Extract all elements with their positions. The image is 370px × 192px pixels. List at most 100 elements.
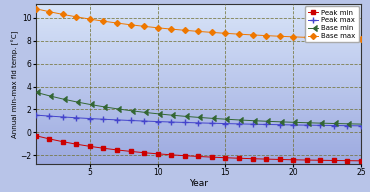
Base min	[318, 122, 323, 124]
Peak min	[101, 147, 106, 149]
Base min	[291, 121, 296, 123]
Base max	[128, 24, 133, 26]
Peak min	[345, 160, 350, 162]
Base max	[34, 8, 38, 10]
Base min	[169, 114, 174, 116]
Base max	[196, 30, 201, 33]
Peak min	[359, 160, 363, 162]
Peak max	[182, 121, 187, 124]
Base min	[332, 122, 336, 125]
Base min	[142, 111, 147, 113]
Base min	[88, 103, 92, 106]
Peak max	[34, 114, 38, 116]
Peak min	[88, 145, 92, 147]
Base max	[318, 37, 323, 39]
Base max	[115, 22, 119, 24]
Peak max	[345, 125, 350, 127]
Peak max	[142, 120, 147, 122]
Peak max	[169, 121, 174, 123]
Peak min	[305, 159, 309, 161]
Peak min	[182, 155, 187, 157]
Peak min	[115, 149, 119, 151]
Peak min	[223, 157, 228, 159]
Base min	[128, 109, 133, 112]
Base max	[182, 29, 187, 31]
Peak max	[278, 123, 282, 126]
Peak max	[305, 124, 309, 126]
Peak min	[142, 151, 147, 154]
Base min	[264, 120, 268, 122]
Base min	[237, 119, 241, 121]
Peak max	[115, 119, 119, 121]
Peak min	[237, 157, 241, 159]
Base max	[74, 16, 78, 18]
Base max	[237, 33, 241, 35]
Peak max	[264, 123, 268, 126]
Base max	[142, 25, 147, 27]
Base max	[101, 20, 106, 22]
Base min	[47, 95, 51, 97]
Peak max	[332, 124, 336, 127]
Peak min	[128, 150, 133, 153]
Peak max	[196, 122, 201, 124]
Base min	[196, 116, 201, 118]
Base min	[34, 91, 38, 93]
Peak max	[61, 116, 65, 118]
Peak min	[155, 153, 160, 155]
Peak max	[210, 122, 214, 124]
Peak max	[101, 118, 106, 120]
Base max	[155, 27, 160, 29]
Base max	[291, 36, 296, 38]
Line: Peak max: Peak max	[33, 112, 364, 129]
Peak min	[169, 154, 174, 156]
Base min	[278, 121, 282, 123]
Base max	[264, 35, 268, 37]
Peak max	[47, 115, 51, 117]
Base max	[250, 34, 255, 36]
Peak min	[250, 158, 255, 160]
Base min	[115, 108, 119, 110]
Peak max	[237, 123, 241, 125]
Line: Peak min: Peak min	[34, 134, 363, 163]
Base min	[61, 98, 65, 100]
Peak min	[278, 158, 282, 161]
Base min	[305, 122, 309, 124]
Base min	[182, 115, 187, 118]
Peak min	[47, 138, 51, 140]
Base max	[169, 28, 174, 30]
Peak min	[196, 155, 201, 158]
Peak min	[34, 135, 38, 137]
Y-axis label: Annual min-max fld temp. [°C]: Annual min-max fld temp. [°C]	[11, 31, 19, 138]
Peak min	[291, 159, 296, 161]
Peak min	[264, 158, 268, 160]
Peak max	[74, 117, 78, 119]
Base max	[88, 18, 92, 20]
Base min	[359, 123, 363, 125]
Base min	[74, 101, 78, 103]
Base max	[359, 38, 363, 40]
Base max	[345, 38, 350, 40]
Peak max	[155, 120, 160, 123]
Line: Base max: Base max	[34, 7, 363, 41]
Peak min	[332, 159, 336, 162]
Base max	[47, 11, 51, 13]
Peak max	[291, 124, 296, 126]
Peak min	[61, 141, 65, 143]
Base max	[305, 36, 309, 39]
Peak max	[88, 117, 92, 120]
Base max	[61, 13, 65, 16]
Base min	[155, 113, 160, 115]
Base max	[210, 31, 214, 34]
Peak min	[210, 156, 214, 158]
Peak max	[318, 124, 323, 127]
Base max	[223, 32, 228, 35]
X-axis label: Year: Year	[189, 179, 208, 188]
Line: Base min: Base min	[33, 89, 364, 127]
Legend: Peak min, Peak max, Base min, Base max: Peak min, Peak max, Base min, Base max	[305, 6, 359, 42]
Base min	[101, 106, 106, 108]
Peak max	[359, 125, 363, 127]
Base min	[250, 119, 255, 122]
Peak min	[318, 159, 323, 161]
Peak max	[128, 119, 133, 122]
Base min	[223, 118, 228, 120]
